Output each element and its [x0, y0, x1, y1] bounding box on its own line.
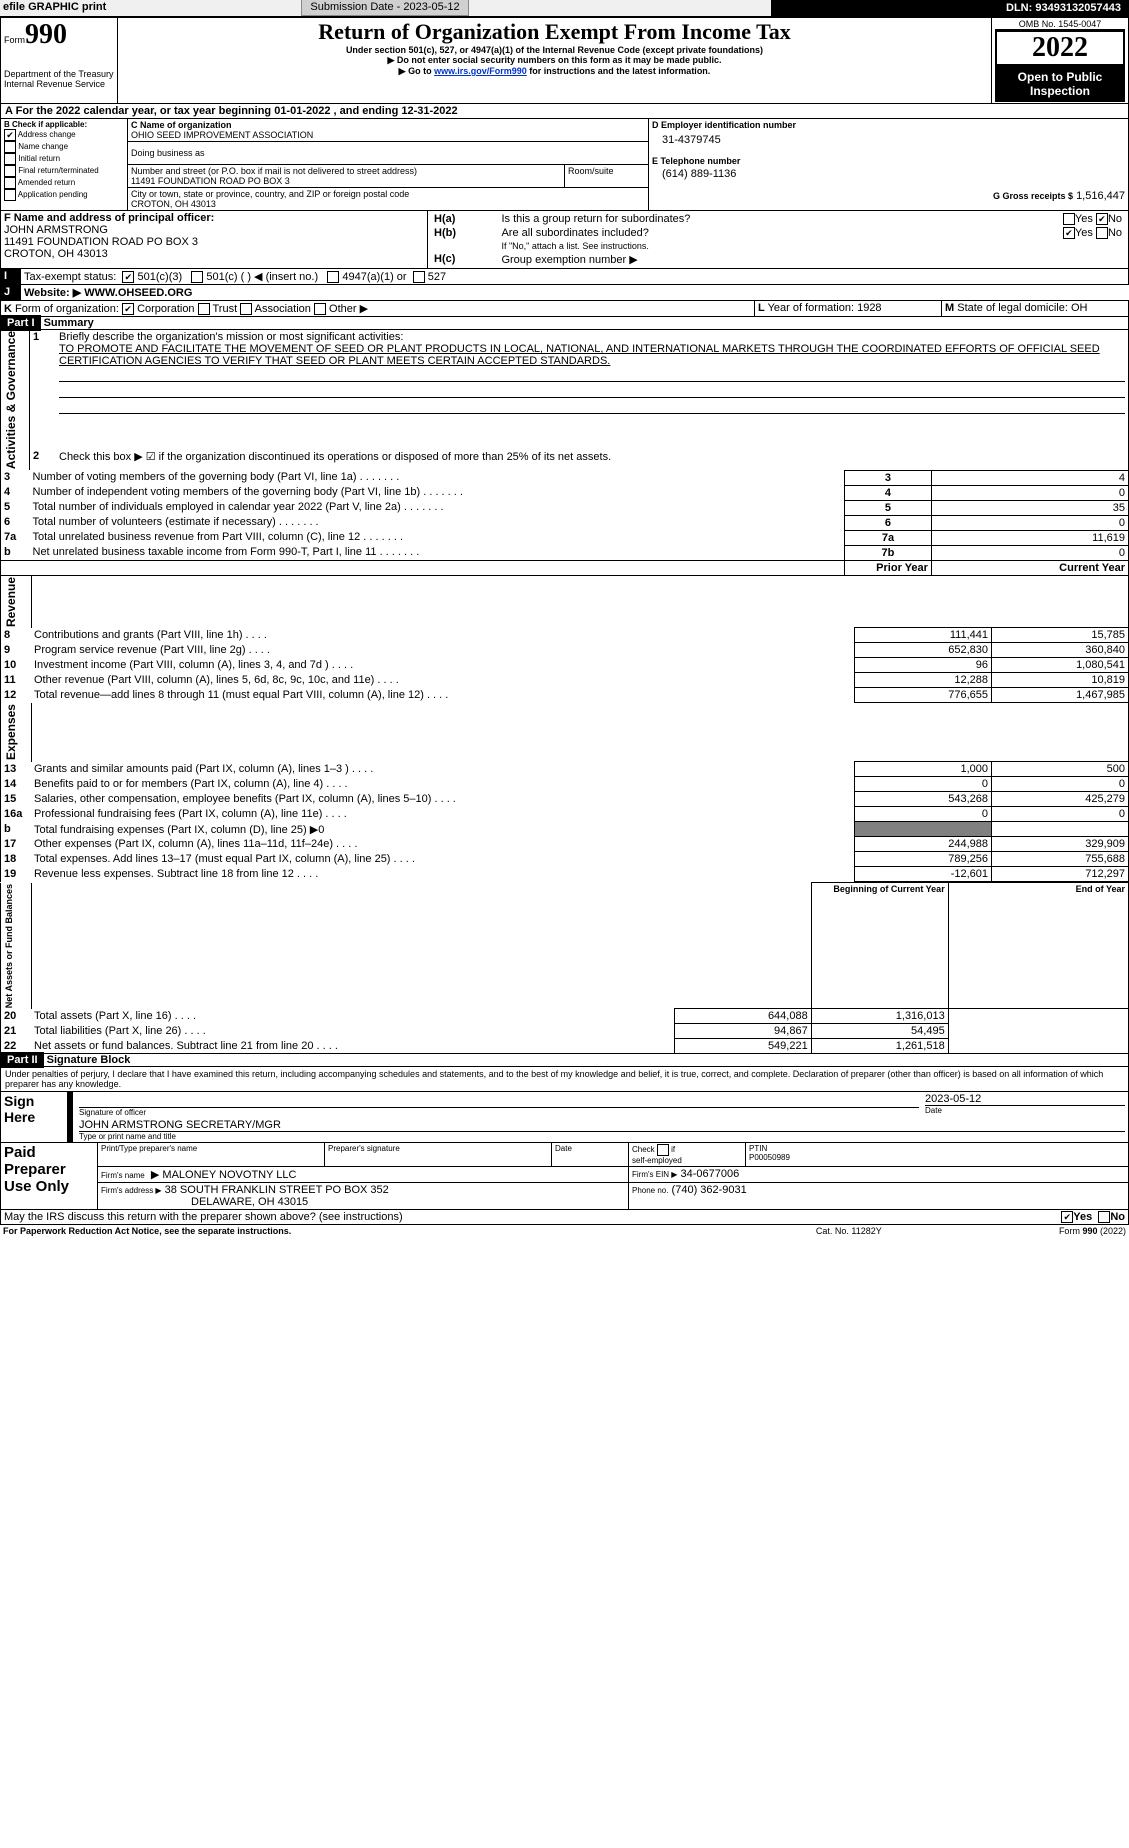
dept-label: Department of the Treasury: [4, 69, 114, 79]
form-title: Return of Organization Exempt From Incom…: [121, 19, 988, 45]
net-table: Net Assets or Fund Balances Beginning of…: [0, 882, 1129, 1054]
bcdeg-block: B Check if applicable: Address change Na…: [0, 119, 1129, 211]
open-public-label: Open to Public Inspection: [995, 66, 1125, 102]
efile-label: efile GRAPHIC print: [0, 0, 298, 17]
city-label: City or town, state or province, country…: [131, 189, 409, 199]
501c-checkbox[interactable]: [191, 271, 203, 283]
trust-checkbox[interactable]: [198, 303, 210, 315]
discuss-row: May the IRS discuss this return with the…: [0, 1210, 1129, 1225]
d-label: D Employer identification number: [652, 120, 1125, 130]
side-ag: Activities & Governance: [4, 331, 18, 469]
efile-header: efile GRAPHIC print Submission Date - 20…: [0, 0, 1129, 17]
b-checkbox[interactable]: [4, 189, 16, 201]
f-label: F Name and address of principal officer:: [4, 212, 214, 224]
gross-val: 1,516,447: [1076, 190, 1125, 202]
ssn-note: ▶ Do not enter social security numbers o…: [121, 55, 988, 66]
b-checkbox[interactable]: [4, 165, 16, 177]
b-checkbox[interactable]: [4, 129, 16, 141]
rev-table: Revenue 8Contributions and grants (Part …: [0, 576, 1129, 704]
c-name-label: C Name of organization: [131, 120, 232, 130]
side-exp: Expenses: [4, 704, 18, 760]
klm-row: K Form of organization: Corporation Trus…: [0, 301, 1129, 317]
b-checkbox[interactable]: [4, 141, 16, 153]
side-rev: Revenue: [4, 577, 18, 627]
part2-label: Part II: [1, 1052, 44, 1068]
self-emp-checkbox[interactable]: [657, 1144, 669, 1156]
ein-val: 31-4379745: [652, 130, 1125, 156]
other-checkbox[interactable]: [314, 303, 326, 315]
exp-table: Expenses 13Grants and similar amounts pa…: [0, 703, 1129, 882]
footer: For Paperwork Reduction Act Notice, see …: [0, 1225, 1129, 1237]
ha-no-checkbox[interactable]: [1096, 213, 1108, 225]
g-label: G Gross receipts $: [993, 191, 1073, 201]
501c3-checkbox[interactable]: [122, 271, 134, 283]
irs-label: Internal Revenue Service: [4, 79, 114, 89]
org-name: OHIO SEED IMPROVEMENT ASSOCIATION: [131, 130, 313, 140]
officer-addr2: CROTON, OH 43013: [4, 248, 108, 260]
hb-no-checkbox[interactable]: [1096, 227, 1108, 239]
declaration: Under penalties of perjury, I declare th…: [0, 1067, 1129, 1092]
tax-year: 2022: [995, 30, 1125, 66]
e-label: E Telephone number: [652, 156, 1125, 166]
officer-addr1: 11491 FOUNDATION ROAD PO BOX 3: [4, 236, 198, 248]
submission-date-btn[interactable]: Submission Date - 2023-05-12: [301, 0, 468, 16]
form-subtitle: Under section 501(c), 527, or 4947(a)(1)…: [121, 45, 988, 55]
omb-label: OMB No. 1545-0047: [995, 19, 1125, 30]
phone-val: (614) 889-1136: [652, 166, 1125, 190]
part1-table: Activities & Governance 1 Briefly descri…: [0, 330, 1129, 576]
form-header: Form990 Department of the Treasury Inter…: [0, 17, 1129, 104]
fh-block: F Name and address of principal officer:…: [0, 211, 1129, 269]
4947-checkbox[interactable]: [327, 271, 339, 283]
preparer-block: Paid Preparer Use Only Print/Type prepar…: [0, 1143, 1129, 1210]
officer-name: JOHN ARMSTRONG: [4, 224, 108, 236]
sign-block: Sign Here Signature of officer 2023-05-1…: [0, 1092, 1129, 1143]
mission-text: TO PROMOTE AND FACILITATE THE MOVEMENT O…: [59, 343, 1100, 367]
b-checkbox[interactable]: [4, 153, 16, 165]
form-prefix: Form: [4, 35, 25, 45]
city-val: CROTON, OH 43013: [131, 199, 216, 209]
room-label: Room/suite: [565, 165, 649, 188]
527-checkbox[interactable]: [413, 271, 425, 283]
ha-yes-checkbox[interactable]: [1063, 213, 1075, 225]
corp-checkbox[interactable]: [122, 303, 134, 315]
officer-sig-name: JOHN ARMSTRONG SECRETARY/MGR: [79, 1119, 1125, 1132]
discuss-yes-checkbox[interactable]: [1061, 1211, 1073, 1223]
street-label: Number and street (or P.O. box if mail i…: [131, 166, 417, 176]
website-val: WWW.OHSEED.ORG: [84, 287, 192, 299]
b-checkbox[interactable]: [4, 177, 16, 189]
b-label: B Check if applicable:: [4, 120, 124, 129]
side-net: Net Assets or Fund Balances: [4, 884, 14, 1008]
discuss-no-checkbox[interactable]: [1098, 1211, 1110, 1223]
dln-label: DLN: 93493132057443: [771, 0, 1129, 17]
dba-label: Doing business as: [131, 148, 205, 158]
ijklm-block: I Tax-exempt status: 501(c)(3) 501(c) ( …: [0, 269, 1129, 301]
part1-label: Part I: [1, 315, 41, 331]
form-number: 990: [25, 19, 67, 50]
hb-yes-checkbox[interactable]: [1063, 227, 1075, 239]
line-a: A For the 2022 calendar year, or tax yea…: [0, 104, 1129, 119]
street-val: 11491 FOUNDATION ROAD PO BOX 3: [131, 176, 290, 186]
assoc-checkbox[interactable]: [240, 303, 252, 315]
irs-link[interactable]: www.irs.gov/Form990: [434, 66, 527, 76]
